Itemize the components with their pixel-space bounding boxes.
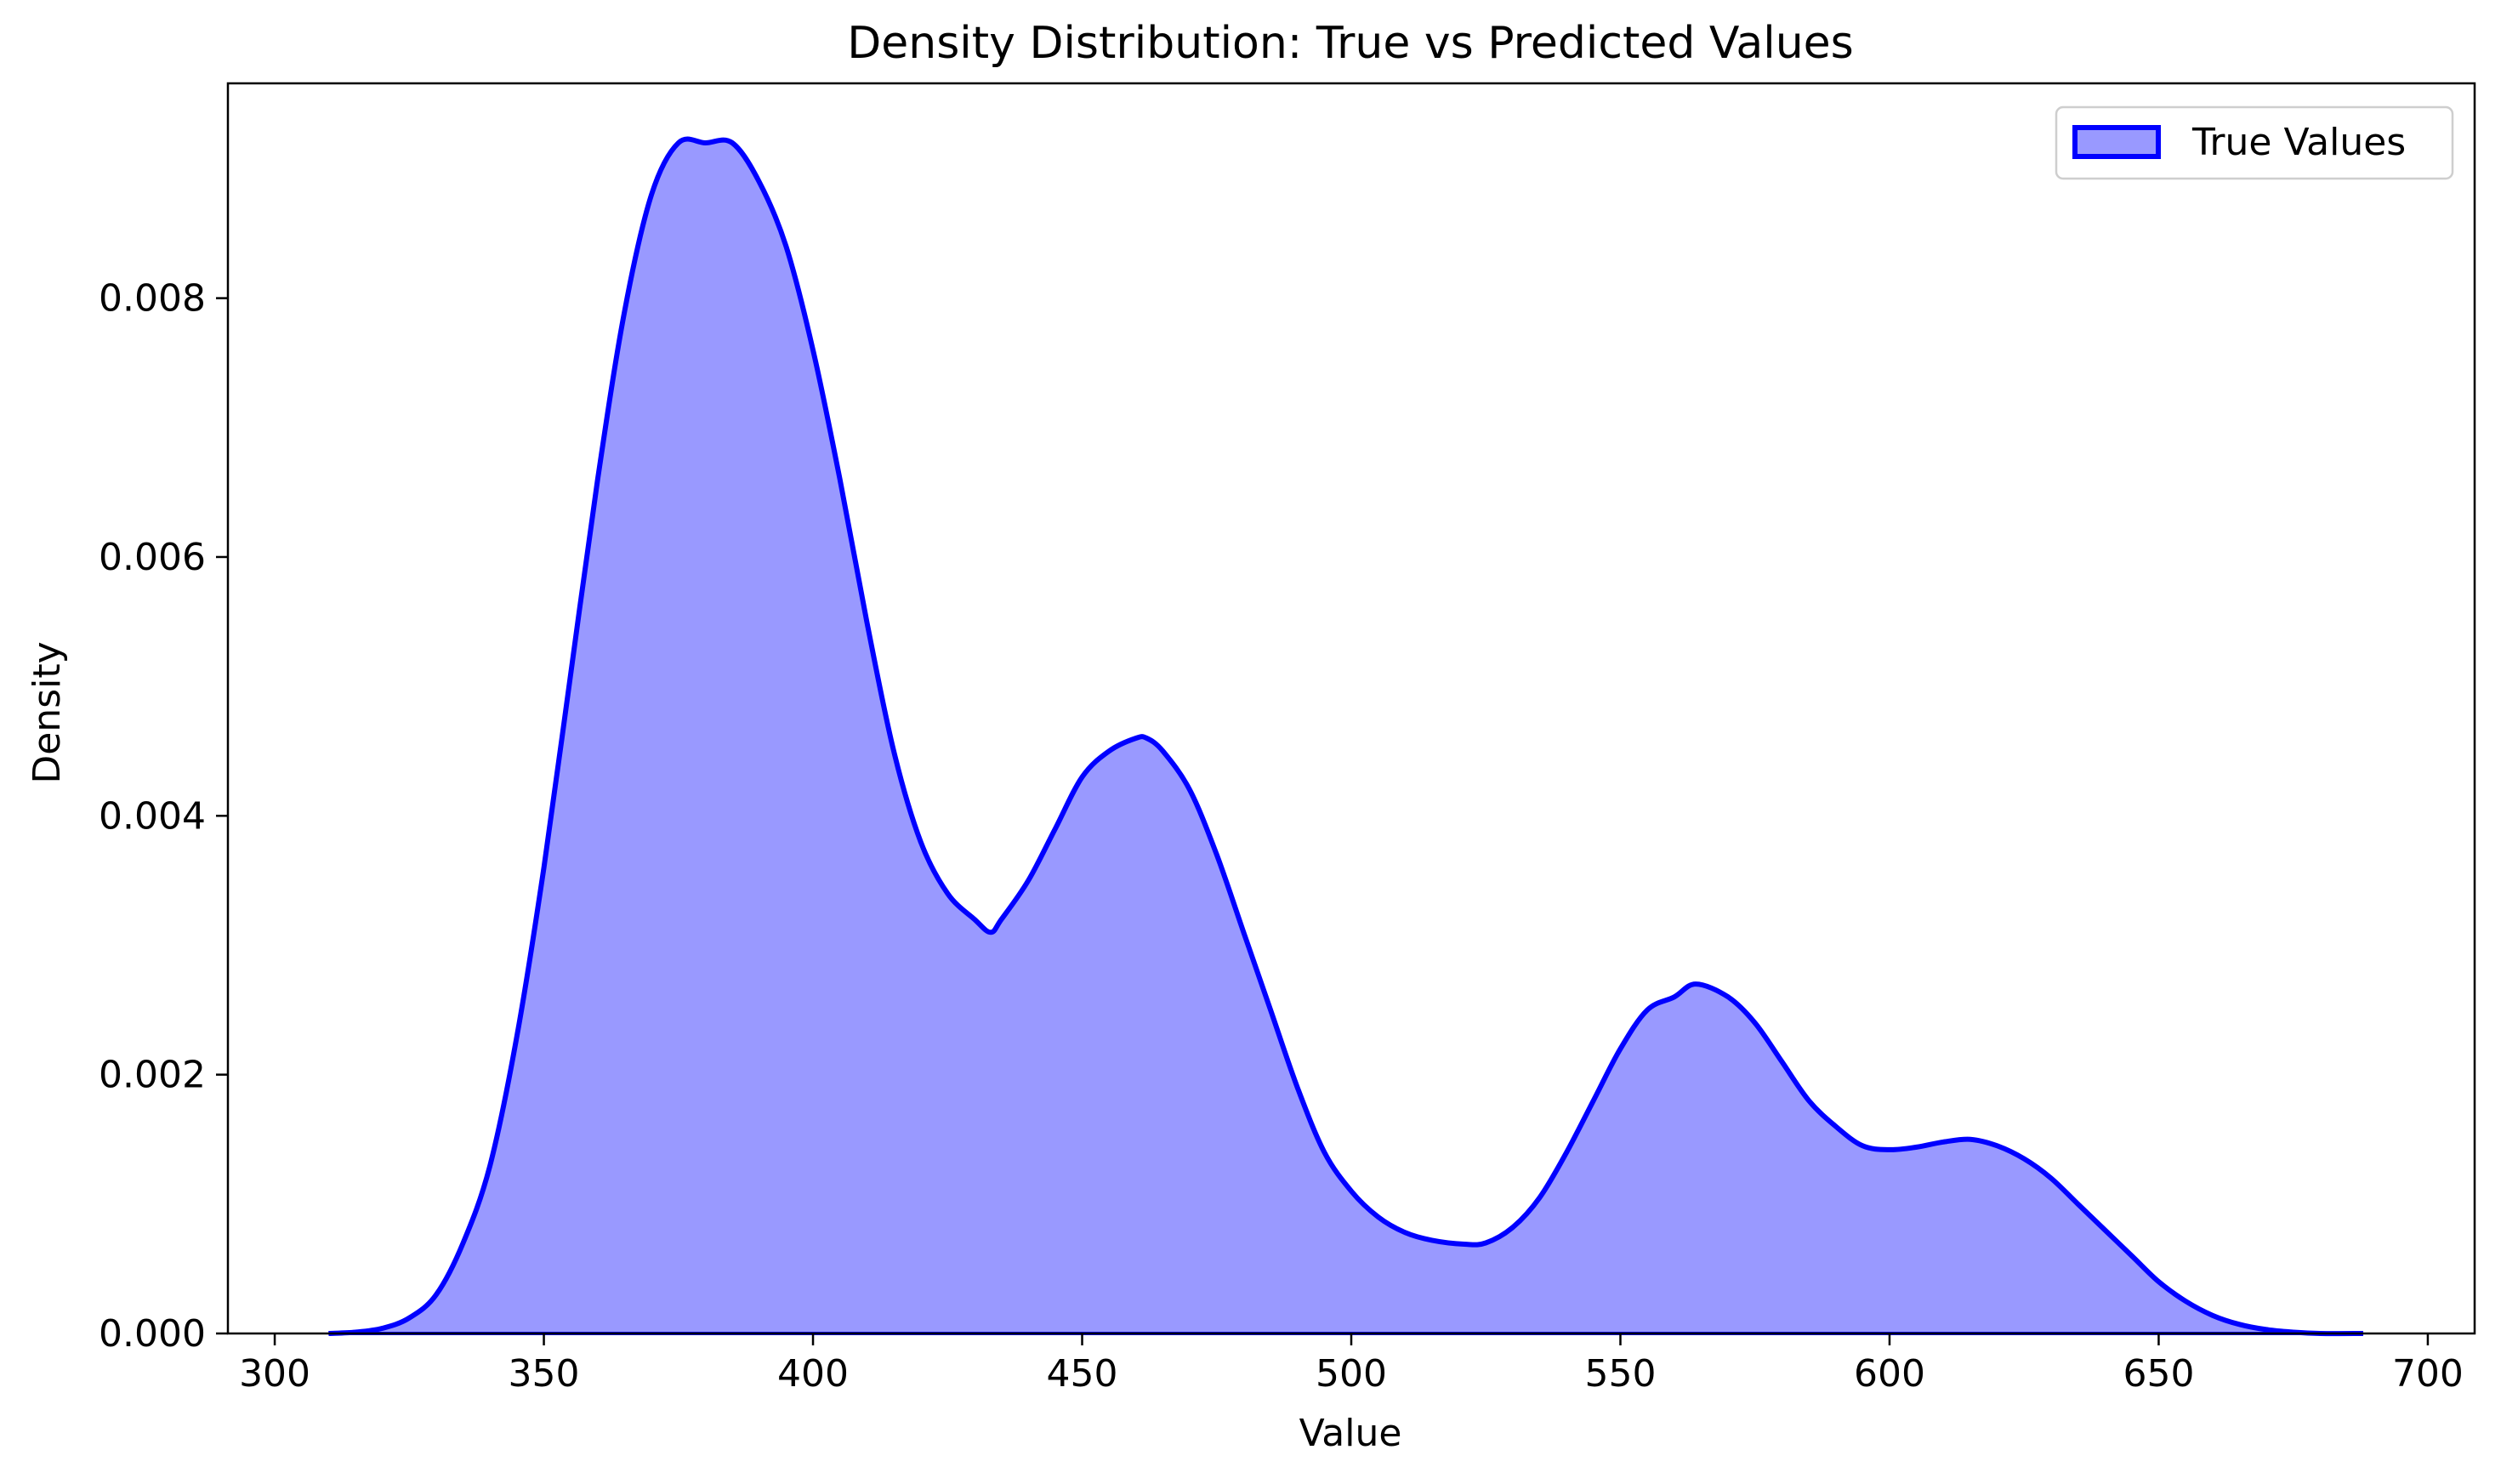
- legend: True Values: [2055, 105, 2454, 180]
- legend-label-true-values: True Values: [2191, 121, 2406, 164]
- x-tick-label: 300: [239, 1352, 310, 1396]
- x-tick-label: 500: [1316, 1352, 1387, 1396]
- series-line: [328, 136, 2364, 1337]
- x-tick-label: 450: [1047, 1352, 1118, 1396]
- x-tick-label: 700: [2392, 1352, 2464, 1396]
- y-tick-label: 0.000: [99, 1312, 206, 1356]
- x-tick-label: 650: [2123, 1352, 2194, 1396]
- y-tick-label: 0.008: [99, 277, 206, 321]
- x-axis-label: Value: [1299, 1412, 1402, 1455]
- y-tick-label: 0.006: [99, 536, 206, 579]
- x-tick-label: 550: [1584, 1352, 1656, 1396]
- y-axis: 0.000 0.002 0.004 0.006 0.008: [99, 277, 228, 1356]
- x-axis: 300 350 400 450 500 550 600 650 700: [239, 1333, 2464, 1396]
- chart-title: Density Distribution: True vs Predicted …: [847, 18, 1854, 69]
- legend-swatch: [2072, 125, 2161, 159]
- x-tick-label: 350: [509, 1352, 580, 1396]
- y-tick-label: 0.004: [99, 794, 206, 838]
- x-tick-label: 400: [777, 1352, 849, 1396]
- y-tick-label: 0.002: [99, 1054, 206, 1097]
- x-tick-label: 600: [1854, 1352, 1925, 1396]
- series-fill-area: [328, 139, 2364, 1334]
- y-axis-label: Density: [26, 641, 69, 783]
